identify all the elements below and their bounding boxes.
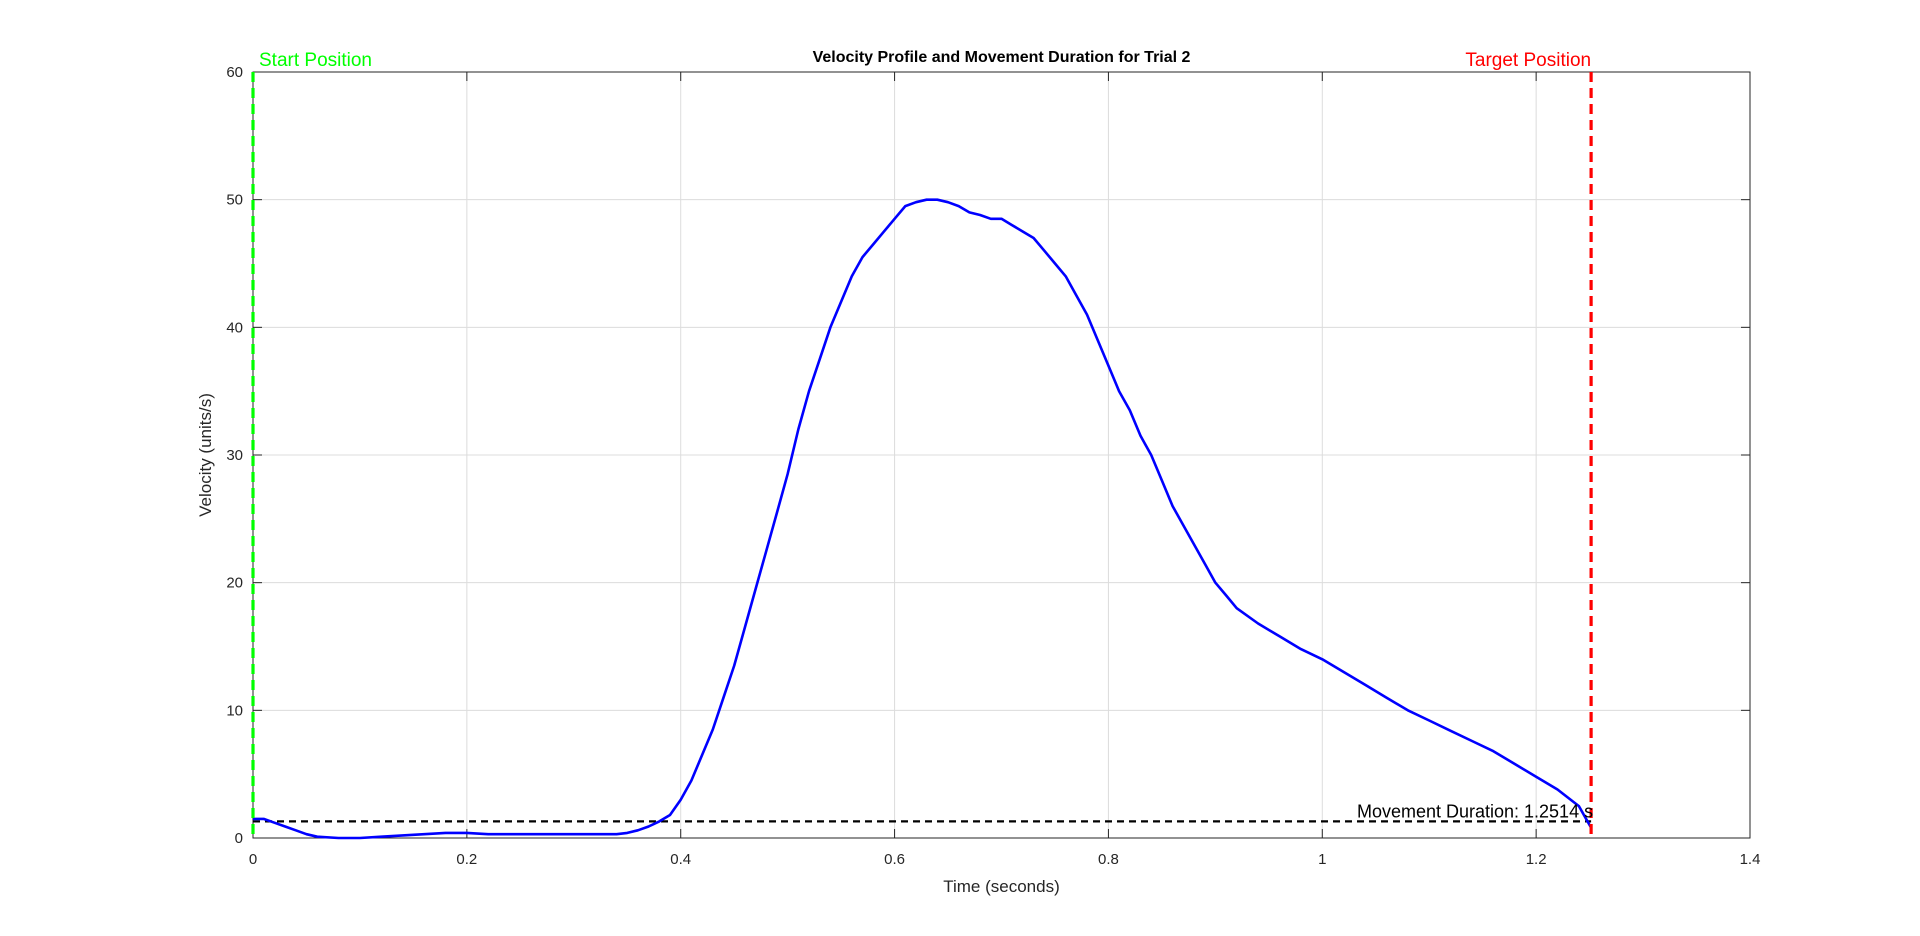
velocity-series-line xyxy=(253,198,1593,840)
x-tick-label: 1 xyxy=(1318,851,1326,868)
y-tick-label: 10 xyxy=(226,702,243,719)
x-tick-label: 0.6 xyxy=(884,851,905,868)
x-tick-label: 0.2 xyxy=(456,851,477,868)
y-tick-label: 0 xyxy=(235,830,243,847)
y-tick-label: 30 xyxy=(226,447,243,464)
y-tick-label: 40 xyxy=(226,319,243,336)
x-tick-label: 0.4 xyxy=(670,851,691,868)
x-tick-label: 1.2 xyxy=(1526,851,1547,868)
axis-ticks: 0 0.2 0.4 0.6 0.8 1 1.2 1.4 0 10 20 30 40 50 60 xyxy=(226,64,1760,868)
movement-duration-annotation: Movement Duration: 1.2514 s xyxy=(1357,801,1593,821)
x-axis-label: Time (seconds) xyxy=(943,877,1060,896)
chart-title: Velocity Profile and Movement Duration f… xyxy=(813,49,1191,66)
y-tick-label: 50 xyxy=(226,192,243,209)
x-tick-label: 0 xyxy=(249,851,257,868)
x-tick-label: 0.8 xyxy=(1098,851,1119,868)
grid xyxy=(253,72,1750,838)
y-tick-label: 20 xyxy=(226,575,243,592)
y-tick-label: 60 xyxy=(226,64,243,81)
start-position-label: Start Position xyxy=(259,50,372,71)
y-axis-label: Velocity (units/s) xyxy=(196,393,215,517)
target-position-label: Target Position xyxy=(1465,50,1591,71)
x-tick-label: 1.4 xyxy=(1740,851,1761,868)
